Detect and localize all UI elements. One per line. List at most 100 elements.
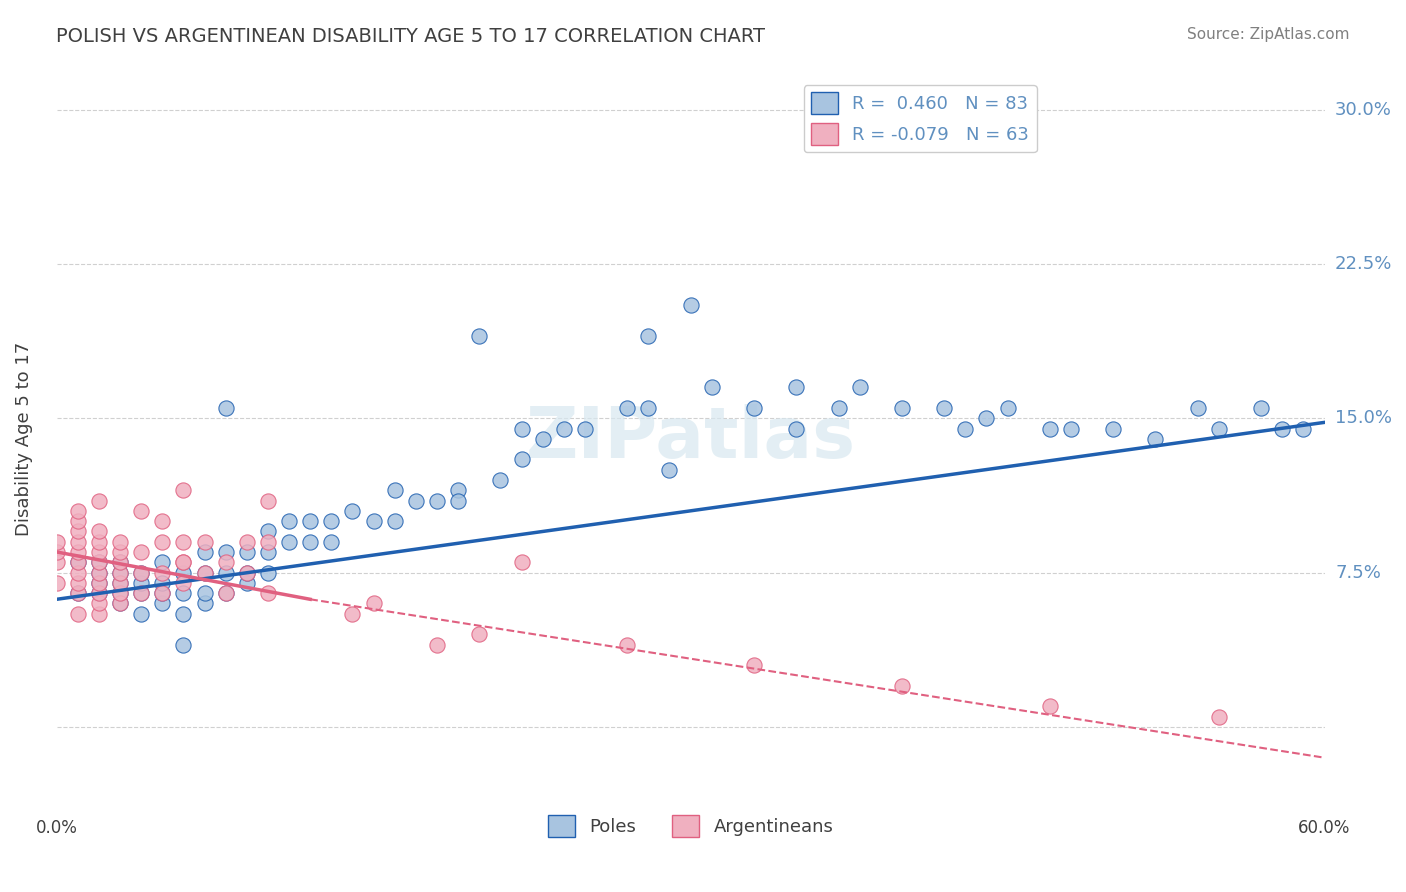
Point [87, 493, 110, 508]
Point [87, 575, 110, 590]
Point [108, 575, 131, 590]
Point [257, 566, 280, 580]
Point [108, 566, 131, 580]
Point [66, 586, 89, 600]
Point [108, 575, 131, 590]
Point [531, 432, 554, 446]
Point [87, 555, 110, 569]
Point [616, 638, 638, 652]
Point [172, 638, 194, 652]
Point [193, 566, 215, 580]
Point [66, 534, 89, 549]
Point [1187, 401, 1209, 415]
Point [363, 514, 385, 528]
Point [87, 524, 110, 539]
Point [257, 534, 280, 549]
Point [172, 483, 194, 498]
Point [278, 534, 301, 549]
Point [1039, 421, 1062, 435]
Point [66, 555, 89, 569]
Point [236, 566, 259, 580]
Point [215, 586, 238, 600]
Point [108, 566, 131, 580]
Point [87, 586, 110, 600]
Point [637, 329, 659, 343]
Point [215, 566, 238, 580]
Point [700, 380, 723, 394]
Point [172, 534, 194, 549]
Point [129, 566, 152, 580]
Point [87, 607, 110, 621]
Point [955, 421, 977, 435]
Point [637, 401, 659, 415]
Point [742, 658, 765, 673]
Point [87, 555, 110, 569]
Point [447, 483, 470, 498]
Point [87, 534, 110, 549]
Point [66, 607, 89, 621]
Text: 60.0%: 60.0% [1298, 820, 1351, 838]
Point [150, 586, 173, 600]
Text: 0.0%: 0.0% [35, 820, 77, 838]
Point [66, 514, 89, 528]
Point [1208, 421, 1230, 435]
Point [299, 534, 322, 549]
Text: Source: ZipAtlas.com: Source: ZipAtlas.com [1187, 27, 1350, 42]
Point [574, 421, 596, 435]
Y-axis label: Disability Age 5 to 17: Disability Age 5 to 17 [15, 342, 32, 536]
Point [363, 596, 385, 610]
Point [236, 566, 259, 580]
Point [468, 627, 491, 641]
Point [87, 596, 110, 610]
Legend: Poles, Argentineans: Poles, Argentineans [540, 808, 841, 845]
Point [278, 514, 301, 528]
Point [468, 329, 491, 343]
Point [426, 638, 449, 652]
Point [129, 575, 152, 590]
Point [1102, 421, 1125, 435]
Point [129, 586, 152, 600]
Point [193, 566, 215, 580]
Point [193, 596, 215, 610]
Point [66, 524, 89, 539]
Point [66, 566, 89, 580]
Point [108, 596, 131, 610]
Point [342, 607, 364, 621]
Point [172, 586, 194, 600]
Point [1250, 401, 1272, 415]
Point [87, 566, 110, 580]
Point [405, 493, 427, 508]
Point [215, 586, 238, 600]
Point [447, 493, 470, 508]
Point [108, 555, 131, 569]
Point [129, 545, 152, 559]
Point [976, 411, 998, 425]
Point [108, 555, 131, 569]
Point [45, 534, 67, 549]
Point [489, 473, 512, 487]
Point [257, 545, 280, 559]
Point [108, 586, 131, 600]
Point [553, 421, 575, 435]
Point [87, 575, 110, 590]
Point [129, 566, 152, 580]
Point [193, 586, 215, 600]
Point [87, 566, 110, 580]
Point [108, 545, 131, 559]
Point [150, 575, 173, 590]
Point [1292, 421, 1315, 435]
Point [66, 545, 89, 559]
Point [785, 421, 807, 435]
Point [827, 401, 849, 415]
Point [87, 545, 110, 559]
Point [129, 504, 152, 518]
Point [215, 555, 238, 569]
Point [215, 545, 238, 559]
Text: 22.5%: 22.5% [1336, 255, 1392, 273]
Point [934, 401, 956, 415]
Point [616, 401, 638, 415]
Point [172, 566, 194, 580]
Point [510, 555, 533, 569]
Point [997, 401, 1019, 415]
Point [129, 607, 152, 621]
